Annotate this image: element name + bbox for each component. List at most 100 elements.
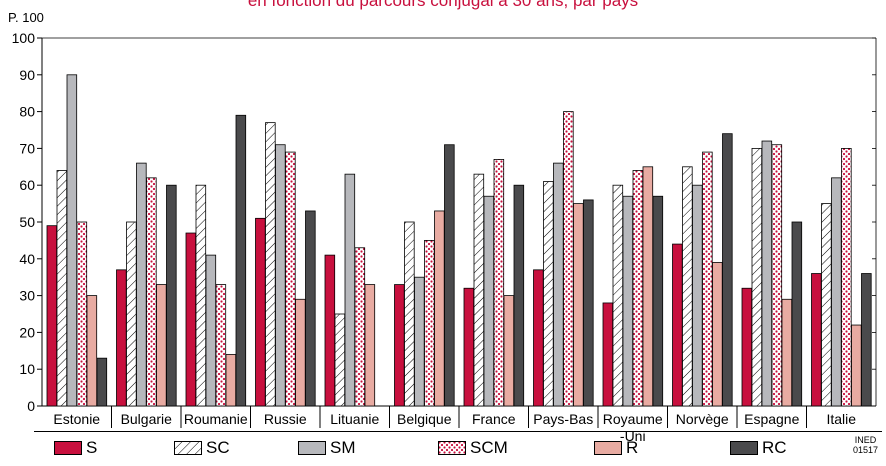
bar-sm-7 (553, 162, 564, 407)
bar-r-6 (503, 295, 515, 407)
y-tick-label-70: 70 (19, 140, 35, 156)
bar-sm-10 (761, 140, 773, 407)
bar-sm-0 (66, 74, 78, 407)
legend-swatch-r (594, 441, 622, 455)
bar-r-8 (642, 166, 654, 407)
bar-sc-7 (543, 181, 554, 407)
ined-code-line-2: 01517 (852, 445, 878, 455)
category-label-8-line-1: -Uni (620, 428, 646, 444)
bar-r-9 (712, 262, 723, 407)
bar-s-5 (394, 284, 405, 407)
bar-s-2 (185, 232, 197, 407)
ined-code-line-1: INED (854, 435, 877, 445)
bar-sm-1 (136, 162, 147, 407)
bar-rc-0 (96, 357, 108, 407)
legend-swatch-sc (174, 441, 202, 455)
bar-rc-10 (791, 221, 803, 407)
category-label-4: Lituanie (330, 411, 379, 427)
legend-label-r: R (626, 438, 639, 457)
y-tick-label-100: 100 (12, 30, 36, 46)
category-label-6: France (472, 411, 516, 427)
legend-swatch-scm (438, 441, 466, 455)
category-label-5: Belgique (397, 411, 452, 427)
bar-sc-9 (682, 166, 693, 407)
bar-s-9 (672, 243, 683, 407)
bar-scm-0 (76, 221, 88, 407)
legend-label-rc: RC (762, 438, 787, 457)
legend-swatch-sm (298, 441, 326, 455)
category-label-11: Italie (826, 411, 856, 427)
legend-label-sc: SC (206, 438, 230, 457)
bar-r-4 (364, 284, 376, 407)
bar-sm-5 (414, 276, 425, 407)
y-tick-label-80: 80 (19, 104, 35, 120)
bar-s-10 (741, 287, 753, 407)
y-tick-label-50: 50 (19, 214, 35, 230)
legend-label-s: S (86, 438, 98, 457)
bar-sc-11 (821, 203, 832, 407)
y-axis-unit-label: P. 100 (8, 10, 44, 25)
category-label-8-line-0: Royaume (603, 411, 663, 427)
bar-scm-5 (424, 239, 435, 407)
y-tick-label-10: 10 (19, 361, 35, 377)
bar-rc-5 (444, 144, 455, 407)
bar-r-3 (295, 298, 306, 407)
bar-rc-1 (166, 184, 177, 407)
bar-sc-1 (126, 221, 137, 407)
category-label-10: Espagne (744, 411, 799, 427)
bar-sm-8 (622, 195, 634, 407)
bar-s-1 (116, 269, 127, 407)
bar-sm-3 (275, 144, 286, 407)
bar-s-4 (324, 254, 336, 407)
category-label-0: Estonie (53, 411, 100, 427)
bar-rc-7 (583, 199, 594, 407)
bar-r-0 (86, 295, 98, 407)
bar-sc-5 (404, 221, 415, 407)
bar-sm-9 (692, 184, 703, 407)
bar-sc-10 (751, 147, 763, 407)
legend-label-scm: SCM (470, 438, 508, 457)
bar-sm-6 (483, 195, 495, 407)
bar-sm-2 (205, 254, 217, 407)
bar-scm-7 (563, 111, 574, 407)
bar-scm-8 (632, 170, 644, 407)
bar-s-7 (533, 269, 544, 407)
bar-rc-9 (722, 133, 733, 407)
bar-sc-4 (334, 313, 346, 407)
bar-scm-11 (841, 147, 852, 407)
bar-scm-6 (493, 159, 505, 407)
bar-s-3 (255, 217, 266, 407)
legend-label-sm: SM (330, 438, 356, 457)
bar-rc-6 (513, 184, 525, 407)
bar-scm-3 (285, 151, 296, 407)
bar-sm-11 (831, 177, 842, 407)
bar-r-5 (434, 210, 445, 407)
chart-title: en fonction du parcours conjugal à 30 an… (247, 0, 639, 10)
bar-s-0 (46, 225, 58, 407)
y-tick-label-20: 20 (19, 324, 35, 340)
bar-r-1 (156, 284, 167, 407)
bar-r-7 (573, 203, 584, 407)
bar-s-8 (602, 302, 614, 407)
legend-swatch-rc (730, 441, 758, 455)
bar-sc-0 (56, 170, 68, 407)
bar-s-11 (811, 273, 822, 407)
bar-r-2 (225, 354, 237, 407)
y-tick-label-40: 40 (19, 251, 35, 267)
ined-code: INED 01517 (853, 435, 878, 455)
y-tick-label-30: 30 (19, 288, 35, 304)
y-tick-label-60: 60 (19, 177, 35, 193)
bar-rc-3 (305, 210, 316, 407)
y-tick-label-90: 90 (19, 67, 35, 83)
bar-s-6 (463, 287, 475, 407)
bar-scm-10 (771, 144, 783, 407)
bar-sm-4 (344, 173, 356, 407)
bar-r-10 (781, 298, 793, 407)
legend-swatch-s (54, 441, 82, 455)
category-label-3: Russie (264, 411, 307, 427)
bar-scm-4 (354, 247, 366, 407)
bar-rc-11 (861, 273, 872, 407)
bar-scm-2 (215, 284, 227, 407)
legend: S SC SM SCM R RC INED 01517 (34, 431, 882, 462)
